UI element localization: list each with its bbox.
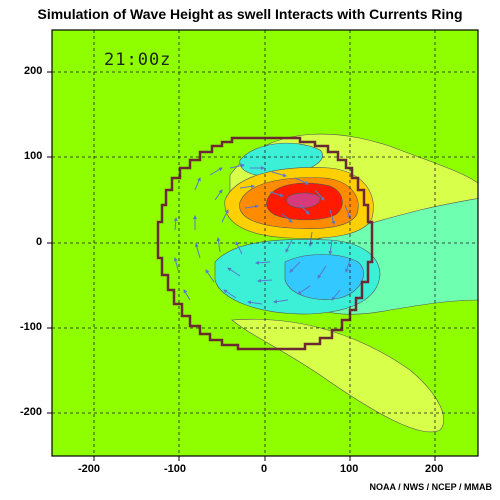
contour-yellow-lower-wake: [231, 319, 445, 433]
y-tick-label: -200: [20, 406, 43, 418]
current-ring-outline: [156, 136, 374, 351]
map-title: Simulation of Wave Height as swell Inter…: [37, 6, 463, 22]
y-tick-label: 0: [36, 236, 43, 248]
x-tick-label: -200: [78, 463, 101, 475]
grid-lines: [52, 30, 478, 456]
tick-marks: [47, 71, 436, 461]
timestamp-label: 21:00z: [104, 50, 172, 70]
x-tick-label: -100: [164, 463, 187, 475]
contour-low-core: [284, 254, 364, 300]
contour-peak: [286, 192, 321, 209]
y-tick-label: 100: [24, 150, 43, 162]
current-vectors: [173, 163, 351, 305]
x-tick-label: 200: [425, 463, 444, 475]
contour-field: [214, 133, 478, 433]
x-tick-label: 100: [340, 463, 359, 475]
credit-label: NOAA / NWS / NCEP / MMAB: [369, 482, 492, 492]
y-tick-label: 200: [24, 65, 43, 77]
x-tick-label: 0: [261, 463, 268, 475]
y-tick-label: -100: [20, 321, 43, 333]
